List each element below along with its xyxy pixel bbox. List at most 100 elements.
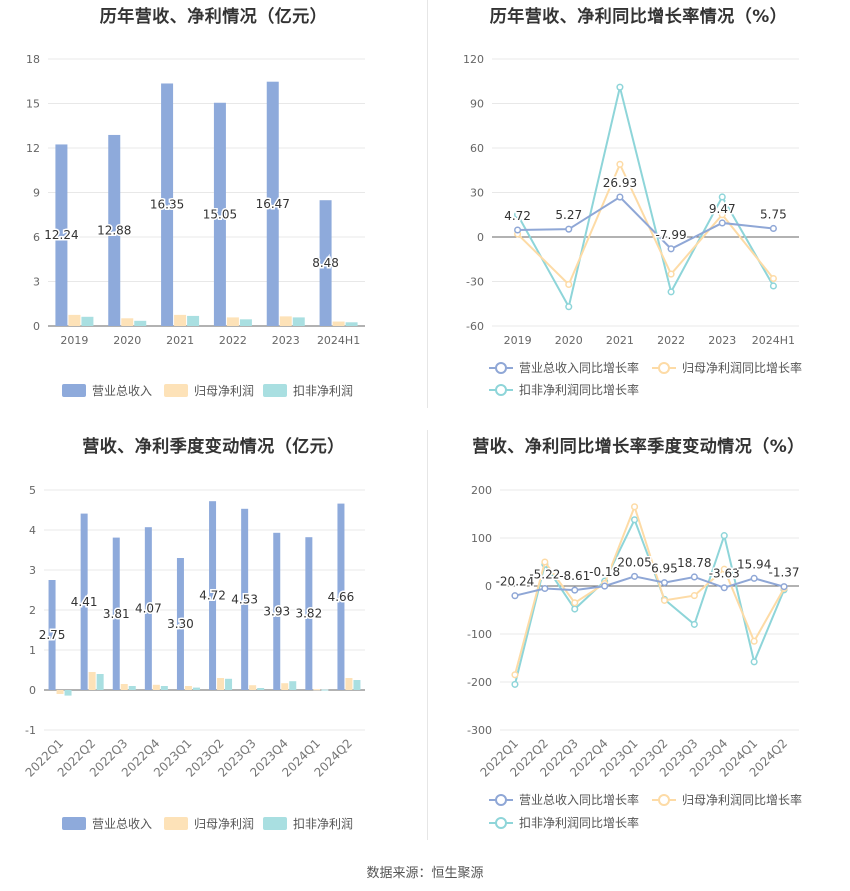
revenue-bar bbox=[112, 537, 120, 690]
x-tick-label: 2021 bbox=[166, 334, 194, 347]
netprofit-growth-point bbox=[690, 592, 698, 600]
revenue-bar bbox=[337, 503, 345, 690]
legend-label: 扣非净利润 bbox=[293, 384, 353, 398]
revenue-growth-data-label: 6.95 bbox=[651, 562, 678, 576]
quarterly-growth-rate-chart: -300-200-10001002002022Q12022Q22022Q3202… bbox=[467, 484, 802, 830]
y-tick-label: -200 bbox=[467, 676, 492, 689]
revenue-growth-data-label: -5.22 bbox=[529, 568, 560, 582]
revenue-growth-point bbox=[511, 592, 519, 600]
revenue-data-label: 12.24 bbox=[44, 228, 78, 242]
data-source: 数据来源：恒生聚源 bbox=[366, 866, 484, 881]
y-tick-label: 200 bbox=[471, 484, 492, 497]
deducted-profit-growth-point bbox=[718, 193, 726, 201]
revenue-growth-point bbox=[667, 245, 675, 253]
legend-label: 归母净利润同比增长率 bbox=[682, 360, 802, 375]
revenue-bar bbox=[144, 527, 152, 690]
y-tick-label: -100 bbox=[467, 628, 492, 641]
deducted-profit-growth-point bbox=[514, 211, 522, 219]
netprofit-bar bbox=[121, 318, 134, 326]
y-tick-label: 0 bbox=[477, 231, 484, 244]
revenue-growth-data-label: 20.05 bbox=[617, 555, 651, 569]
deducted-profit-bar bbox=[187, 315, 200, 326]
revenue-growth-point bbox=[571, 586, 579, 594]
netprofit-growth-point bbox=[616, 160, 624, 168]
panel-divider bbox=[427, 430, 428, 840]
legend-label: 归母净利润 bbox=[194, 817, 254, 831]
deducted-profit-growth-point bbox=[769, 282, 777, 290]
y-tick-label: 90 bbox=[470, 98, 484, 111]
revenue-data-label: 16.35 bbox=[150, 198, 184, 212]
revenue-data-label: 3.82 bbox=[295, 607, 322, 621]
deducted-profit-growth-point bbox=[720, 532, 728, 540]
netprofit-growth-point bbox=[750, 637, 758, 645]
quarterly-revenue-profit-chart: -10123452022Q12022Q22022Q32022Q42023Q120… bbox=[23, 484, 365, 831]
deducted-profit-growth-point bbox=[667, 288, 675, 296]
legend-marker bbox=[658, 362, 670, 374]
legend-swatch bbox=[263, 817, 287, 830]
netprofit-bar bbox=[174, 314, 187, 326]
revenue-bar bbox=[108, 134, 121, 326]
revenue-data-label: 3.93 bbox=[263, 604, 290, 618]
revenue-growth-point bbox=[660, 579, 668, 587]
netprofit-growth-point bbox=[541, 558, 549, 566]
legend-marker bbox=[495, 794, 507, 806]
legend-swatch bbox=[164, 384, 188, 397]
revenue-growth-point bbox=[514, 226, 522, 234]
revenue-data-label: 2.75 bbox=[39, 628, 66, 642]
y-tick-label: -1 bbox=[25, 724, 36, 737]
panel-divider bbox=[427, 0, 428, 408]
revenue-growth-data-label: -1.37 bbox=[769, 566, 800, 580]
y-tick-label: -30 bbox=[466, 276, 484, 289]
x-tick-label: 2024H1 bbox=[317, 334, 360, 347]
legend-label: 营业总收入同比增长率 bbox=[519, 360, 639, 375]
revenue-growth-point bbox=[780, 583, 788, 591]
chart-title: 营收、净利季度变动情况（亿元） bbox=[82, 437, 345, 457]
netprofit-bar bbox=[279, 316, 292, 326]
revenue-data-label: 4.53 bbox=[231, 592, 258, 606]
netprofit-growth-point bbox=[565, 280, 573, 289]
netprofit-growth-point bbox=[631, 503, 639, 511]
deducted-profit-bar bbox=[239, 319, 252, 326]
revenue-bar bbox=[209, 501, 217, 690]
y-tick-label: 15 bbox=[26, 98, 40, 111]
legend-label: 营业总收入 bbox=[92, 817, 152, 831]
revenue-growth-data-label: -7.99 bbox=[656, 228, 687, 242]
y-tick-label: 0 bbox=[33, 320, 40, 333]
netprofit-growth-point bbox=[667, 270, 675, 278]
legend-marker bbox=[495, 362, 507, 374]
chart-title: 历年营收、净利同比增长率情况（%） bbox=[489, 7, 788, 27]
revenue-data-label: 3.30 bbox=[167, 617, 194, 631]
x-tick-label: 2022 bbox=[219, 334, 247, 347]
deducted-profit-bar bbox=[257, 688, 265, 690]
deducted-profit-bar bbox=[64, 690, 72, 696]
revenue-growth-point bbox=[631, 572, 639, 580]
netprofit-bar bbox=[249, 685, 257, 690]
revenue-data-label: 4.66 bbox=[328, 590, 355, 604]
revenue-bar bbox=[273, 532, 281, 690]
deducted-profit-growth-point bbox=[511, 680, 519, 688]
revenue-growth-data-label: 5.75 bbox=[760, 207, 787, 221]
deducted-profit-growth-point bbox=[571, 605, 579, 613]
y-tick-label: 4 bbox=[29, 524, 36, 537]
netprofit-growth-point bbox=[660, 596, 668, 604]
y-tick-label: -60 bbox=[466, 320, 484, 333]
legend-label: 扣非净利润 bbox=[293, 817, 353, 831]
y-tick-label: 3 bbox=[29, 564, 36, 577]
legend-marker bbox=[495, 384, 507, 396]
y-tick-label: 2 bbox=[29, 604, 36, 617]
revenue-data-label: 12.88 bbox=[97, 223, 131, 237]
legend-marker bbox=[495, 817, 507, 829]
revenue-bar bbox=[319, 200, 332, 326]
revenue-bar bbox=[55, 144, 68, 326]
deducted-profit-growth-line bbox=[516, 86, 775, 310]
revenue-growth-line bbox=[514, 575, 785, 597]
deducted-profit-growth-point bbox=[631, 516, 639, 524]
revenue-growth-line bbox=[517, 195, 774, 251]
legend-label: 扣非净利润同比增长率 bbox=[519, 815, 639, 830]
netprofit-growth-line bbox=[516, 161, 775, 287]
annual-revenue-profit-chart: 0 3 6 9 12 15 18 2019 2020 2021 2022 2023 2024H1 12.2… bbox=[26, 53, 365, 398]
netprofit-bar bbox=[332, 321, 345, 326]
y-tick-label: 100 bbox=[471, 532, 492, 545]
y-tick-label: 12 bbox=[26, 142, 40, 155]
annual-growth-rate-chart: -60 -30 0 30 60 90 120 2019 2020 2021 2022 2023 2024… bbox=[463, 53, 802, 397]
